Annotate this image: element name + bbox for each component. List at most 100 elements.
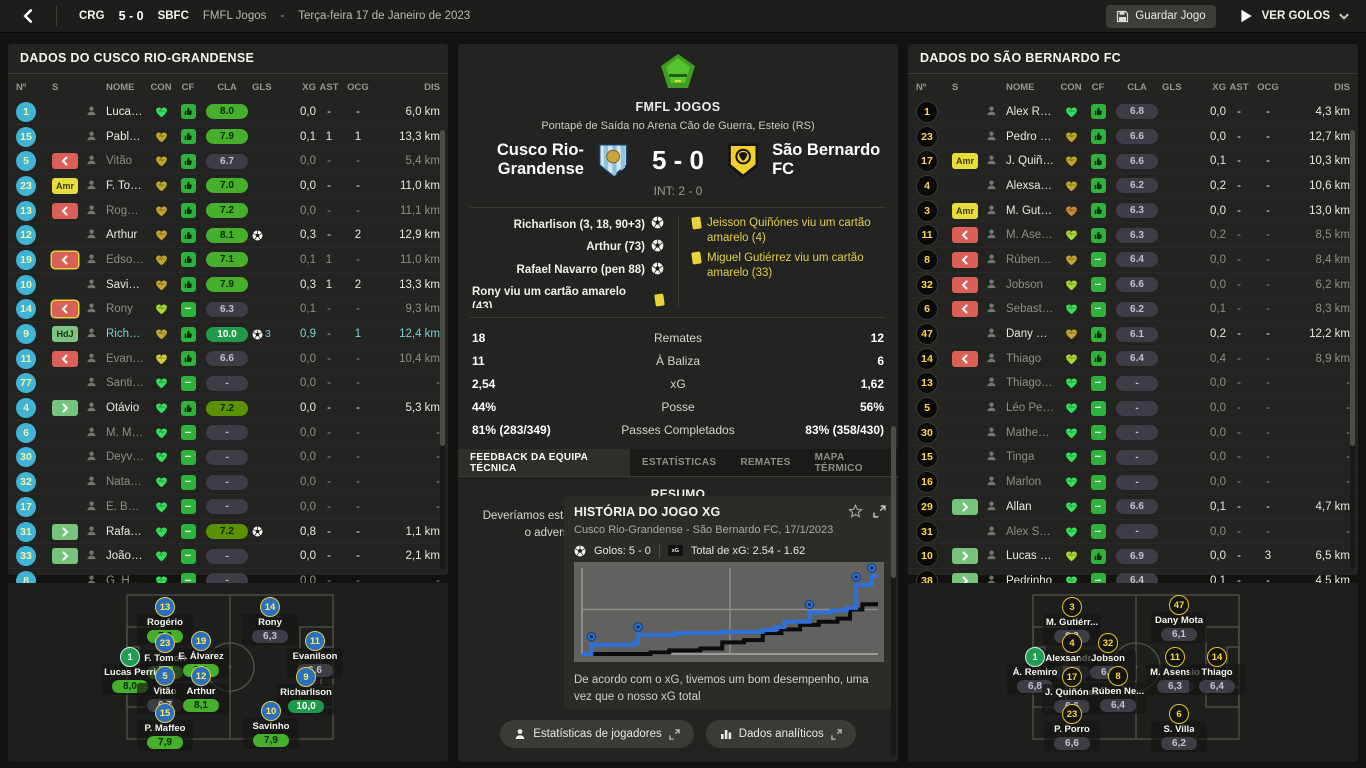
column-header[interactable]: CF — [181, 81, 195, 93]
table-row[interactable]: 13 Rogério 7.2 0,0- -11,1 km — [8, 199, 448, 224]
back-button[interactable] — [0, 0, 56, 32]
column-header[interactable]: NOME — [1006, 81, 1035, 93]
pitch-player[interactable]: 14 Rony 6,3 — [239, 597, 301, 645]
table-row[interactable]: 32 Natanael − -0,0- - - — [8, 470, 448, 495]
table-row[interactable]: 4Alexsandro...6.20,2--10,6 km — [908, 174, 1358, 199]
column-header[interactable]: Nº — [16, 81, 27, 93]
view-goals-button[interactable]: VER GOLOS — [1238, 8, 1350, 24]
column-header[interactable]: S — [952, 81, 959, 93]
column-header[interactable]: CON — [150, 81, 172, 93]
pitch-player[interactable]: 10 Savinho 7,9 — [240, 701, 302, 749]
player-status — [952, 350, 986, 367]
table-row[interactable]: 14 Thiago 6.4 0,4- -8,9 km — [908, 347, 1358, 372]
tab-remates[interactable]: REMATES — [740, 457, 791, 468]
pitch-player[interactable]: 14 Thiago 6,4 — [1186, 647, 1248, 695]
column-header[interactable]: CON — [1060, 81, 1082, 93]
tab-feedback-da-equipa-t-cnica[interactable]: FEEDBACK DA EQUIPA TÉCNICA — [458, 449, 630, 476]
away-team-name[interactable]: São Bernardo FC — [772, 141, 881, 178]
table-row[interactable]: 14 Rony −6.3 0,1- -9,3 km — [8, 298, 448, 323]
tab-estat-sticas[interactable]: ESTATÍSTICAS — [641, 457, 717, 468]
column-header[interactable]: OCG — [347, 81, 369, 93]
column-header[interactable]: CF — [1091, 81, 1105, 93]
column-header[interactable]: DIS — [1334, 81, 1350, 93]
pitch-player[interactable]: 15 P. Maffeo 7,9 — [134, 703, 196, 751]
table-row[interactable]: 15 Pablo Maffeo 7.9 0,1 1 1 13,3 km — [8, 125, 448, 150]
column-header[interactable]: Nº — [916, 81, 927, 93]
column-header[interactable]: NOME — [106, 81, 135, 93]
topbar-home-abbr: CRG — [79, 10, 105, 22]
column-header[interactable]: AST — [319, 81, 339, 93]
table-row[interactable]: 12 Arthur 8.1 0,3- 2 12,9 km — [8, 223, 448, 248]
column-header[interactable]: GLS — [252, 81, 272, 93]
xg-history-chart[interactable] — [574, 558, 886, 667]
table-row[interactable]: 10 Lucas Paque... 6.9 0,0- 3 6,5 km — [908, 544, 1358, 569]
home-team-name[interactable]: Cusco Rio-Grandense — [496, 141, 584, 178]
center-scrollbar-thumb[interactable] — [891, 426, 896, 578]
table-row[interactable]: 47 Dany Mota 6.1 0,2- -12,2 km — [908, 322, 1358, 347]
player-name: Santiago Mele — [106, 377, 148, 390]
table-row[interactable]: 5 Vitão 6.7 0,0- -5,4 km — [8, 149, 448, 174]
player-name: Thiago — [1006, 352, 1042, 365]
pitch-player[interactable]: 23 P. Porro 6,6 — [1041, 704, 1103, 752]
pitch-player[interactable]: 6 S. Villa 6,2 — [1148, 704, 1210, 752]
pitch-player[interactable]: 8 Rúben Ne... 6,4 — [1087, 666, 1149, 714]
column-header[interactable]: XG — [302, 81, 316, 93]
player-photo — [86, 450, 106, 464]
player-photo-icon — [987, 279, 996, 288]
pitch-player[interactable]: 12 Arthur 8,1 — [170, 666, 232, 714]
pitch-player[interactable]: 11 Evanilson 6,6 — [284, 631, 346, 679]
column-header[interactable]: CLA — [1127, 81, 1147, 93]
column-header[interactable]: CLA — [217, 81, 237, 93]
table-row[interactable]: 16 Marlon − -0,0- - - — [908, 470, 1358, 495]
favorite-star-icon[interactable] — [848, 504, 863, 519]
table-row[interactable]: 23 Amr F. Tomori 7.0 0,0- -11,0 km — [8, 174, 448, 199]
player-photo-icon — [87, 180, 96, 189]
column-header[interactable]: XG — [1212, 81, 1226, 93]
pitch-player[interactable]: 47 Dany Mota 6,1 — [1148, 595, 1210, 643]
condition-heart-icon — [155, 230, 167, 241]
column-header[interactable]: S — [52, 81, 59, 93]
column-header[interactable]: DIS — [424, 81, 440, 93]
home-table-scrollbar-thumb[interactable] — [440, 130, 445, 447]
chevron-down-icon[interactable] — [1338, 10, 1350, 22]
away-table-scrollbar-thumb[interactable] — [1350, 130, 1355, 447]
player-stats-button[interactable]: Estatísticas de jogadores — [500, 720, 694, 748]
tab-mapa-t-rmico[interactable]: MAPA TÉRMICO — [814, 451, 863, 474]
table-row[interactable]: 15 Tinga − -0,0- - - — [908, 446, 1358, 471]
table-row[interactable]: 4 Otávio 7.2 0,0- -5,3 km — [8, 396, 448, 421]
table-row[interactable]: 9 HdJ Richarlison 10.0 3 0,9- 1 12,4 km — [8, 322, 448, 347]
analytics-button[interactable]: Dados analíticos — [705, 720, 856, 748]
player-name: F. Tomori — [106, 179, 148, 192]
table-row[interactable]: 17E. Barrenech...−-0,0--- — [8, 495, 448, 520]
player-key-chances: - — [1266, 155, 1270, 168]
column-header[interactable]: AST — [1229, 81, 1249, 93]
pitch-player[interactable]: 9 Richarlison 10,0 — [275, 667, 337, 715]
pitch-player-number: 11 — [1165, 647, 1185, 667]
table-row[interactable]: 30Deyverson−-0,0--- — [8, 446, 448, 471]
popout-icon[interactable] — [873, 505, 886, 518]
table-row[interactable]: 11 M. Asensio 6.3 0,2- -8,5 km — [908, 223, 1358, 248]
table-row[interactable]: 19 Edson Álvarez 7.1 0,1 1 - 11,0 km — [8, 248, 448, 273]
table-row[interactable]: 32 Jobson −6.6 0,0- -6,2 km — [908, 273, 1358, 298]
save-game-button[interactable]: Guardar Jogo — [1106, 4, 1216, 28]
column-header[interactable]: GLS — [1162, 81, 1182, 93]
column-header[interactable]: OCG — [1257, 81, 1279, 93]
table-row[interactable]: 10 Savinho 7.9 0,3 1 2 13,3 km — [8, 273, 448, 298]
table-row[interactable]: 29 Allan −6.6 0,1- -4,7 km — [908, 495, 1358, 520]
table-row[interactable]: 33Joãozinho−-0,0--2,1 km — [8, 544, 448, 569]
table-row[interactable]: 6 M. Meza − -0,0- - - — [8, 421, 448, 446]
